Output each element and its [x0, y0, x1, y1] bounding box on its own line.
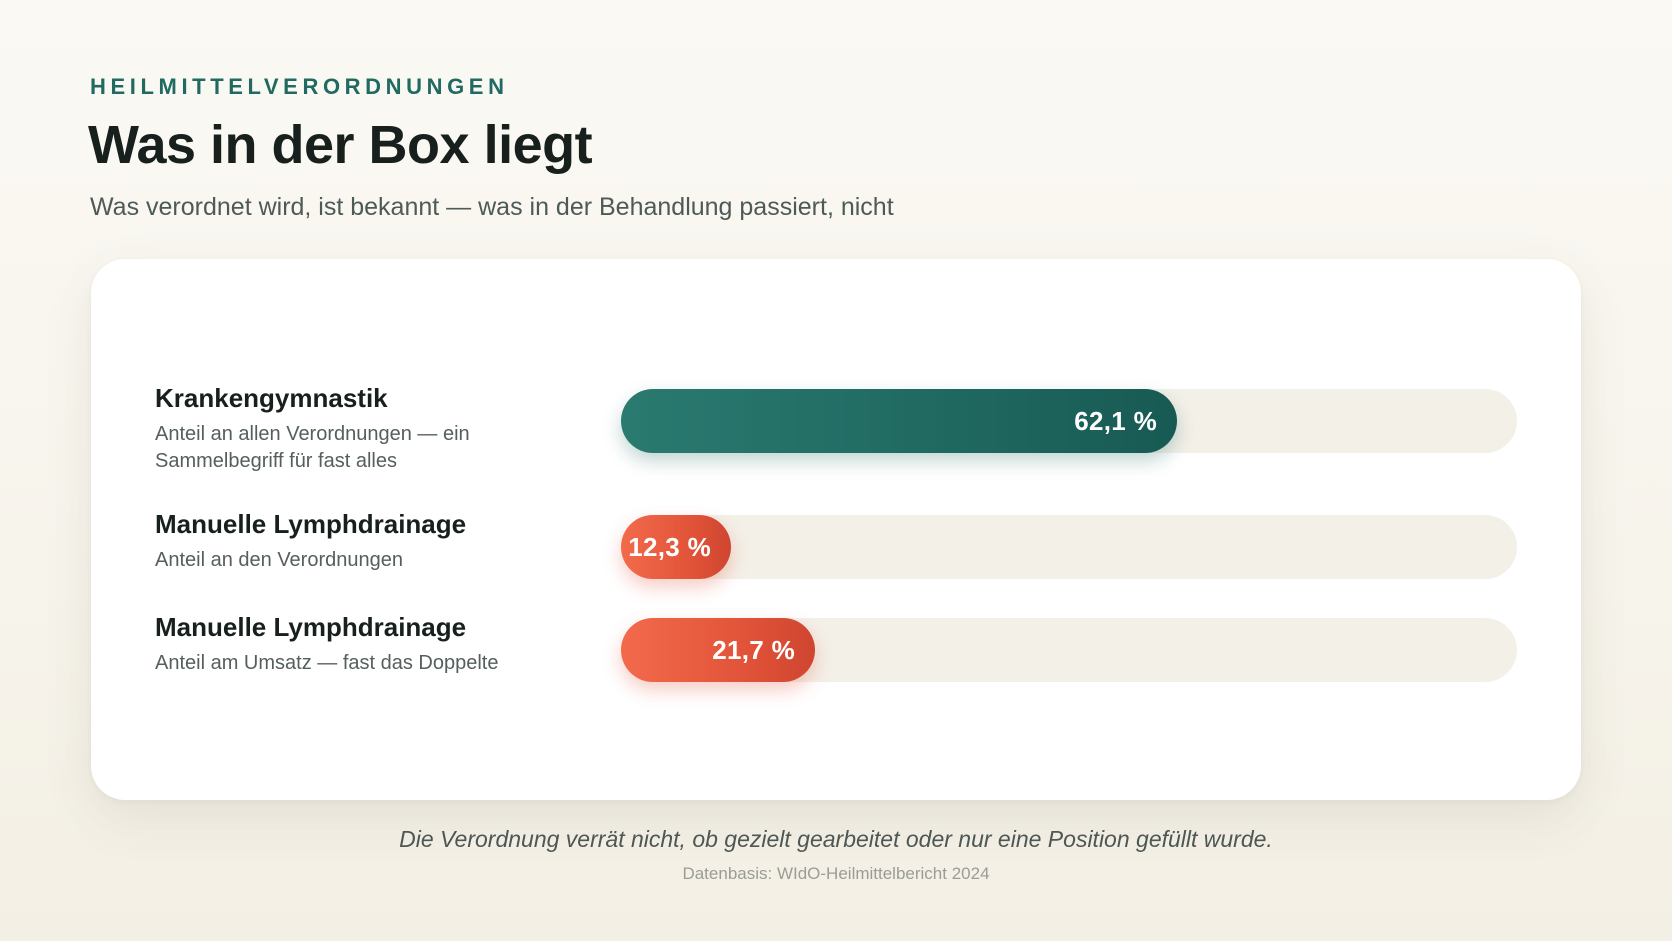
- page-title: Was in der Box liegt: [88, 115, 593, 175]
- bar-fill: 21,7 %: [621, 618, 815, 682]
- bar-label: Manuelle Lymphdrainage: [155, 612, 467, 642]
- footnote: Die Verordnung verrät nicht, ob gezielt …: [399, 826, 1273, 852]
- source-note: Datenbasis: WIdO-Heilmittelbericht 2024: [682, 864, 990, 883]
- bar-value-label: 62,1 %: [1074, 406, 1157, 436]
- eyebrow-label: HEILMITTELVERORDNUNGEN: [90, 74, 509, 99]
- bar-fill: 62,1 %: [621, 389, 1177, 453]
- chart-card: Krankengymnastik Anteil an allen Verordn…: [91, 259, 1581, 800]
- bar-label: Manuelle Lymphdrainage: [155, 509, 467, 539]
- page-subtitle: Was verordnet wird, ist bekannt — was in…: [90, 193, 894, 221]
- bar-label: Krankengymnastik: [155, 383, 388, 413]
- bar-fill: 12,3 %: [621, 515, 731, 579]
- bar-track: 62,1 %: [621, 389, 1517, 453]
- bar-value-label: 12,3 %: [628, 532, 711, 562]
- bar-description: Anteil an den Verordnungen: [155, 549, 403, 571]
- bar-track: 12,3 %: [621, 515, 1517, 579]
- bar-description: Anteil am Umsatz — fast das Doppelte: [155, 652, 499, 674]
- bar-value-label: 21,7 %: [712, 635, 795, 665]
- bar-track: 21,7 %: [621, 618, 1517, 682]
- bar-description: Anteil an allen Verordnungen — ein Samme…: [155, 423, 470, 472]
